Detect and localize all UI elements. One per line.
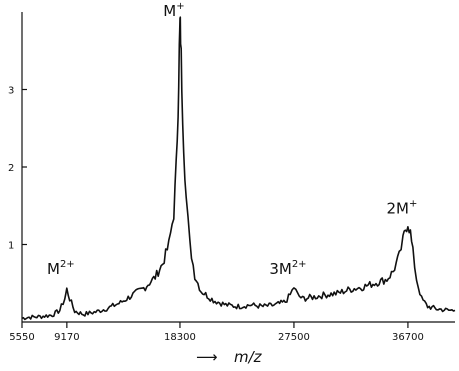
axes: 1 2 3 5550 9170 18300 27500 36700 <box>8 12 455 343</box>
peak-label: M+ <box>163 1 184 20</box>
x-tick-label: 36700 <box>392 332 424 343</box>
spectrum-line <box>21 16 456 321</box>
peak-label: 2M+ <box>386 199 417 218</box>
x-tick-label: 5550 <box>9 332 34 343</box>
xaxis-arrow: ⟶ <box>196 348 218 366</box>
xaxis-label: m/z <box>234 348 263 366</box>
y-tick-label: 2 <box>8 163 14 174</box>
peak-label: M2+ <box>47 259 75 278</box>
x-tick-label: 9170 <box>54 332 79 343</box>
peak-label: 3M2+ <box>269 259 306 278</box>
series-layer <box>21 16 456 321</box>
y-tick-label: 3 <box>8 86 14 97</box>
y-tick-label: 1 <box>8 241 14 252</box>
labels-layer: M2+ M+ 3M2+ 2M+ <box>47 1 417 278</box>
xaxis-caption: ⟶ m/z <box>196 348 263 366</box>
x-tick-label: 27500 <box>278 332 310 343</box>
x-tick-label: 18300 <box>164 332 196 343</box>
